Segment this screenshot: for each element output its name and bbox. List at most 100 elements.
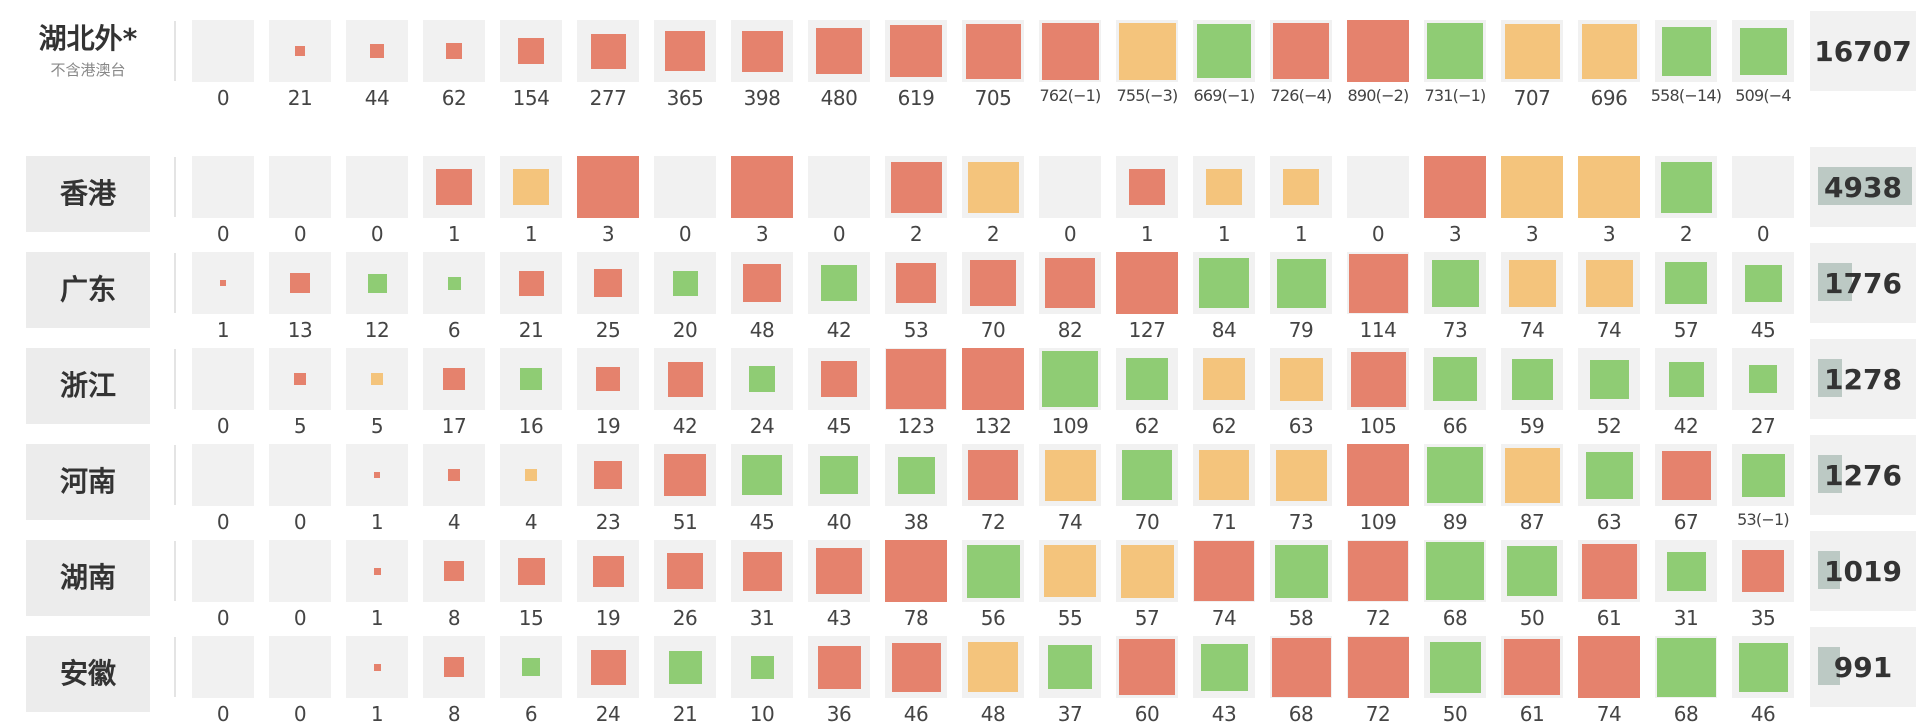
cell-value-label: 1 [524, 222, 538, 246]
cell-square [668, 650, 702, 684]
cell-value-label: 5 [370, 414, 384, 438]
cell-square [1501, 156, 1563, 218]
total-bar [1818, 647, 1840, 685]
cell-square [1347, 20, 1409, 82]
cell-value-label: 55 [1057, 606, 1083, 630]
cell-value-label: 68 [1442, 606, 1468, 630]
cell-value-label: 2 [1679, 222, 1693, 246]
cell-square [1129, 169, 1165, 205]
cell-value-label: 755(−3) [1116, 86, 1178, 105]
cell-square [1199, 258, 1249, 308]
cell-value-label: 707 [1513, 86, 1551, 110]
cell-value-label: 74 [1057, 510, 1083, 534]
cell-square [1661, 26, 1711, 76]
row-label-text: 湖南 [59, 560, 116, 594]
cell-square [817, 645, 861, 689]
cell-value-label: 1 [370, 510, 384, 534]
cell-value-label: 0 [216, 222, 230, 246]
cell-square [1581, 23, 1637, 79]
cell-value-label: 50 [1519, 606, 1545, 630]
cell-value-label: 52 [1596, 414, 1622, 438]
cell-background [192, 444, 254, 506]
cell-square [970, 260, 1016, 306]
cell-square [1348, 541, 1408, 601]
total-value: 1019 [1824, 554, 1902, 588]
cell-value-label: 27 [1750, 414, 1776, 438]
cell-square [1275, 449, 1327, 501]
cell-value-label: 70 [1134, 510, 1160, 534]
cell-square [743, 264, 781, 302]
cell-value-label: 74 [1211, 606, 1237, 630]
cell-square [295, 46, 305, 56]
cell-value-label: 0 [216, 510, 230, 534]
row-separator [174, 157, 176, 217]
cell-square [1426, 542, 1484, 600]
cell-square [513, 169, 549, 205]
cell-square [1044, 545, 1096, 597]
cell-value-label: 73 [1442, 318, 1468, 342]
row-label-text: 安徽 [59, 656, 116, 690]
cell-value-label: 21 [518, 318, 544, 342]
cell-square [525, 469, 537, 481]
cell-value-label: 23 [595, 510, 621, 534]
row-label: 浙江 [26, 348, 150, 424]
cell-value-label: 0 [1756, 222, 1770, 246]
cell-square [1431, 259, 1479, 307]
cell-value-label: 62 [1134, 414, 1160, 438]
cell-square [1578, 636, 1640, 698]
cell-square [518, 38, 544, 64]
cell-square [885, 540, 947, 602]
cell-value-label: 45 [749, 510, 775, 534]
cell-square [290, 273, 310, 293]
cell-value-label: 398 [743, 86, 781, 110]
cell-value-label: 19 [595, 414, 621, 438]
cell-square [667, 553, 703, 589]
cell-square [1041, 22, 1099, 80]
cell-square [1279, 357, 1323, 401]
cell-square [1042, 351, 1098, 407]
cell-value-label: 109 [1359, 510, 1397, 534]
cell-value-label: 0 [832, 222, 846, 246]
cell-value-label: 24 [749, 414, 775, 438]
cell-square [370, 44, 384, 58]
cell-value-label: 58 [1288, 606, 1314, 630]
cell-value-label: 705 [974, 86, 1012, 110]
cell-value-label: 25 [595, 318, 621, 342]
cell-value-label: 45 [826, 414, 852, 438]
cell-square [1504, 639, 1560, 695]
cell-square [294, 373, 306, 385]
cell-value-label: 8 [447, 702, 461, 726]
cell-value-label: 3 [601, 222, 615, 246]
cell-square [373, 567, 381, 575]
cell-value-label: 56 [980, 606, 1006, 630]
cell-value-label: 558(−14) [1650, 86, 1722, 105]
cell-value-label: 57 [1673, 318, 1699, 342]
cell-square [821, 361, 857, 397]
cell-value-label: 8 [447, 606, 461, 630]
cell-square [518, 270, 544, 296]
row-label: 河南 [26, 444, 150, 520]
cell-square [1194, 541, 1254, 601]
cell-background [192, 348, 254, 410]
cell-value-label: 127 [1128, 318, 1166, 342]
cell-square [1118, 22, 1176, 80]
cell-value-label: 26 [672, 606, 698, 630]
cell-value-label: 38 [903, 510, 929, 534]
cell-value-label: 48 [980, 702, 1006, 726]
cell-square [1348, 253, 1408, 313]
cell-square [1429, 641, 1481, 693]
cell-square [1666, 551, 1706, 591]
cell-square [1424, 156, 1486, 218]
cell-square [890, 25, 942, 77]
cell-value-label: 79 [1288, 318, 1314, 342]
cell-value-label: 72 [1365, 702, 1391, 726]
cell-value-label: 61 [1596, 606, 1622, 630]
cell-square [750, 655, 774, 679]
cell-value-label: 43 [1211, 702, 1237, 726]
cell-square [962, 348, 1024, 410]
cell-square [1668, 361, 1704, 397]
cell-value-label: 1 [370, 606, 384, 630]
cell-value-label: 731(−1) [1424, 86, 1486, 105]
cell-background [269, 156, 331, 218]
